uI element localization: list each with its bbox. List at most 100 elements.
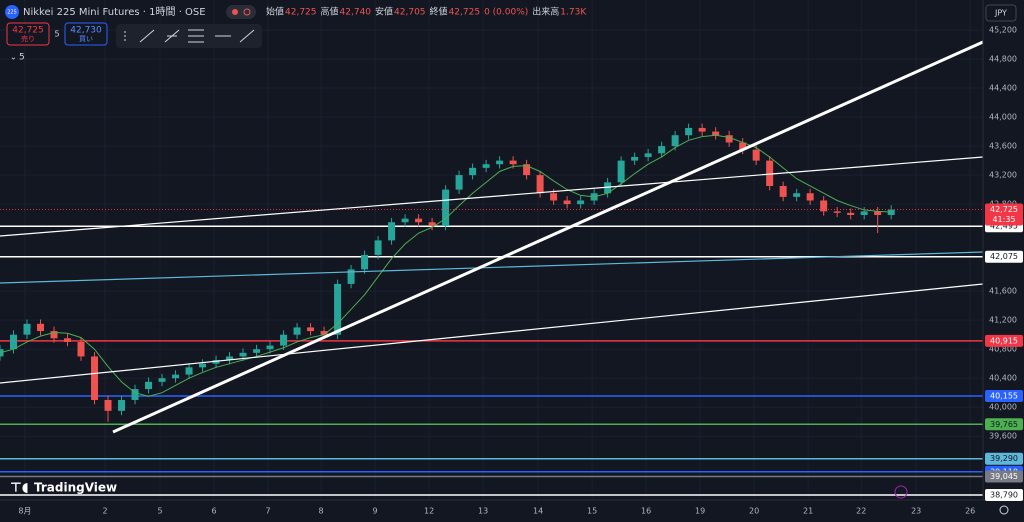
candle-body [118,399,126,411]
y-tick-label: 44,400 [989,84,1017,93]
x-tick-label: 20 [749,507,759,516]
candle-body [347,269,355,284]
candle-body [280,334,288,346]
y-tick-label: 45,200 [989,26,1017,35]
buy-button[interactable] [64,22,108,46]
candle-body [199,363,207,368]
level-label-box [985,389,1023,402]
candle-body [415,218,423,223]
ohlc-label: 終値 [430,6,448,18]
status-dot [232,9,238,15]
candle-body [455,175,463,190]
candle-body [496,160,504,165]
currency-button[interactable] [985,4,1017,22]
candle-body [847,212,855,216]
candle-body [577,200,585,205]
trend-line [112,40,984,434]
tool-trend[interactable] [139,29,155,43]
level-label: 38,790 [990,490,1018,499]
change: 0 (0.00%) [484,8,528,18]
candle-body [253,349,261,353]
currency[interactable]: JPY [994,9,1007,18]
logo-text: 225 [7,10,17,16]
candle-body [482,164,490,168]
candle-body [523,164,531,176]
sell-button[interactable] [6,22,50,46]
x-tick-label: 22 [856,507,866,516]
volume: 1.73K [560,8,587,18]
level-label: 39,045 [990,472,1018,481]
y-tick-label: 43,600 [989,142,1017,151]
symbol[interactable]: Nikkei 225 Mini Futures · 1時間 · OSE [23,6,206,18]
level-label-box [985,470,1023,483]
tool-ray[interactable] [239,29,255,43]
level-label-box [985,418,1023,431]
axes: 39,60040,00040,40040,80041,20041,60042,8… [18,26,1023,516]
settings-icon[interactable] [999,505,1009,515]
x-tick-label: 13 [478,507,488,516]
level-label: 42,075 [990,252,1018,261]
candle-body [604,182,612,194]
indicator-count[interactable]: 5 [19,53,25,63]
trend-lines [0,40,984,434]
level-label-box [985,334,1023,347]
level-label: 39,765 [990,420,1018,429]
y-tick-label: 41,600 [989,287,1017,296]
candle-body [752,149,760,161]
sell-label: 売り [21,34,35,43]
level-label-box [985,452,1023,465]
candle-body [685,127,693,136]
x-tick-label: 23 [911,507,921,516]
alert-icon[interactable] [894,485,908,499]
x-tick-label: 6 [211,507,216,516]
candle-body [671,135,679,147]
tool-fib[interactable] [188,29,204,43]
ohlc-value: 42,725 [449,8,481,18]
y-tick-label: 39,600 [989,432,1017,441]
candle-body [469,167,477,176]
trend-line [0,156,984,237]
candle-body [550,193,558,201]
candle-body [766,160,774,186]
candle-body [712,131,720,136]
trend-line [0,251,984,284]
buy-price: 42,730 [70,26,102,36]
y-tick-label: 44,000 [989,113,1017,122]
candle-body [239,352,247,357]
candle-body [172,374,180,379]
y-tick-label: 40,800 [989,345,1017,354]
candle-body [617,160,625,183]
candle-body [793,193,801,197]
buy-label: 買い [79,35,93,43]
candle-body [739,142,747,150]
candle-body [158,378,166,382]
candle-body [658,146,666,154]
status-dot [243,8,251,16]
x-tick-label: 8月 [18,507,31,516]
tool-channel[interactable] [164,29,180,43]
candle-body [644,153,652,157]
brand: TradingView [34,481,117,495]
y-tick-label: 40,400 [989,374,1017,383]
candle-body [293,327,301,335]
symbol-logo [5,5,19,19]
candle-body [860,211,868,216]
candle-body [131,389,139,400]
level-label-box [985,488,1023,501]
ohlc-value: 42,725 [285,8,317,18]
candle-body [77,341,85,357]
candle-body [820,200,828,212]
x-tick-label: 21 [803,507,813,516]
x-tick-label: 5 [157,507,162,516]
x-tick-label: 14 [533,507,543,516]
level-label-box [985,250,1023,263]
candle-body [874,211,882,216]
ohlc-label: 安値 [375,6,393,18]
sell-price: 42,725 [12,26,44,36]
level-label: 40,155 [990,391,1018,400]
plot [0,0,983,500]
ohlc-label: 高値 [321,6,339,18]
candle-body [631,156,639,161]
level-label: 40,915 [990,336,1018,345]
chevron[interactable]: ⌄ [10,53,17,62]
